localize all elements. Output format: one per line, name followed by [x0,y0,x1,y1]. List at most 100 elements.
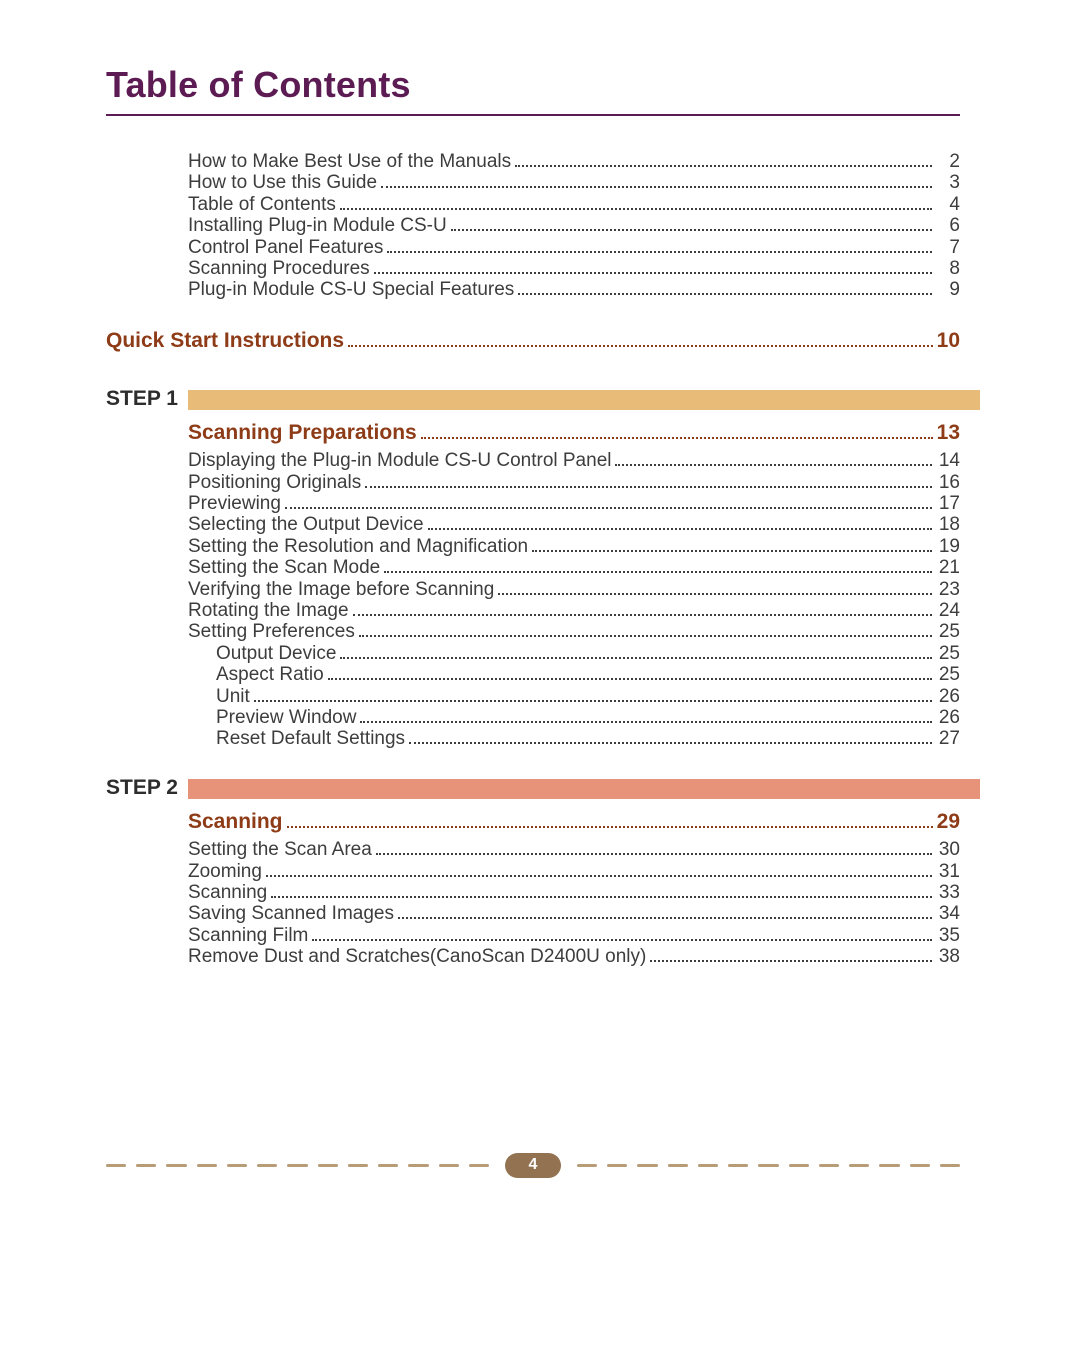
section-page: 10 [937,329,960,353]
toc-label: Saving Scanned Images [188,904,394,925]
toc-row: Displaying the Plug-in Module CS-U Contr… [188,451,960,472]
dash-segment [789,1164,809,1167]
dot-leader [340,195,932,209]
dot-leader [328,666,932,680]
document-page: Table of Contents How to Make Best Use o… [0,0,1080,1365]
toc-page: 3 [936,173,960,194]
section-quick-start: Quick Start Instructions 10 [106,329,960,353]
dot-leader [428,516,932,530]
toc-page: 38 [936,947,960,968]
toc-label: Positioning Originals [188,473,361,494]
dash-segment [287,1164,307,1167]
toc-row: Verifying the Image before Scanning23 [188,580,960,601]
dot-leader [387,238,932,252]
dash-segment [668,1164,688,1167]
toc-page: 25 [936,665,960,686]
section-page: 13 [937,421,960,445]
dash-segment [408,1164,428,1167]
toc-row: Reset Default Settings27 [216,729,960,750]
section-page: 29 [937,810,960,834]
toc-label: Displaying the Plug-in Module CS-U Contr… [188,451,611,472]
toc-row: Control Panel Features 7 [188,238,960,259]
toc-list: Setting the Scan Area30Zooming31Scanning… [188,840,960,968]
toc-row: Rotating the Image24 [188,601,960,622]
page-number-badge: 4 [505,1153,561,1178]
toc-label: Table of Contents [188,195,336,216]
dash-segment [698,1164,718,1167]
toc-page: 2 [936,152,960,173]
step-1-bar [188,390,980,410]
dot-leader [266,862,932,876]
dash-segment [607,1164,627,1167]
dot-leader [353,602,932,616]
toc-page: 7 [936,238,960,259]
toc-row: Remove Dust and Scratches(CanoScan D2400… [188,947,960,968]
dash-segment [758,1164,778,1167]
section-label: Quick Start Instructions [106,329,344,353]
toc-label: Scanning Film [188,926,308,947]
toc-label: Output Device [216,644,336,665]
toc-label: Plug-in Module CS-U Special Features [188,280,514,301]
toc-label: Setting the Scan Area [188,840,372,861]
toc-row: Scanning 33 [188,883,960,904]
dash-segment [849,1164,869,1167]
dash-segment [940,1164,960,1167]
toc-row: Scanning Film 35 [188,926,960,947]
section-label: Scanning Preparations [188,421,417,445]
toc-label: Control Panel Features [188,238,383,259]
dashes-left [106,1164,489,1167]
toc-label: Remove Dust and Scratches(CanoScan D2400… [188,947,646,968]
dash-segment [879,1164,899,1167]
toc-page: 21 [936,558,960,579]
dot-leader [374,260,932,274]
toc-label: Unit [216,687,250,708]
dot-leader [518,281,932,295]
page-title: Table of Contents [106,64,980,106]
dash-segment [637,1164,657,1167]
dash-segment [318,1164,338,1167]
toc-label: Previewing [188,494,281,515]
dot-leader [340,644,932,658]
dash-segment [378,1164,398,1167]
toc-page: 33 [936,883,960,904]
step-2-bar [188,779,980,799]
toc-row: Preview Window 26 [216,708,960,729]
step-1-header: STEP 1 [106,387,980,411]
toc-page: 25 [936,644,960,665]
toc-label: Preview Window [216,708,356,729]
toc-label: Selecting the Output Device [188,515,424,536]
dash-segment [577,1164,597,1167]
dot-leader [615,452,932,466]
toc-page: 26 [936,708,960,729]
dot-leader [348,331,933,348]
toc-page: 35 [936,926,960,947]
toc-row: Setting the Scan Area30 [188,840,960,861]
dot-leader [398,905,932,919]
toc-label: Zooming [188,862,262,883]
toc-page: 19 [936,537,960,558]
toc-intro-list: How to Make Best Use of the Manuals2How … [188,152,960,301]
toc-page: 25 [936,622,960,643]
toc-row: Setting the Scan Mode 21 [188,558,960,579]
toc-row: Setting the Resolution and Magnification… [188,537,960,558]
toc-page: 17 [936,494,960,515]
toc-row: Unit26 [216,687,960,708]
toc-row: Setting Preferences25 [188,622,960,643]
toc-label: Scanning [188,883,267,904]
section-label: Scanning [188,810,283,834]
dot-leader [312,926,932,940]
toc-label: Setting the Scan Mode [188,558,380,579]
step-1-section: Scanning Preparations 13 [188,421,960,445]
toc-page: 9 [936,280,960,301]
step-2-header: STEP 2 [106,776,980,800]
dot-leader [381,174,932,188]
toc-row: Positioning Originals 16 [188,473,960,494]
toc-row: Aspect Ratio25 [216,665,960,686]
dot-leader [285,495,932,509]
step-2-label: STEP 2 [106,776,188,800]
toc-row: Scanning Procedures8 [188,259,960,280]
step-2-items: Setting the Scan Area30Zooming31Scanning… [106,840,980,968]
toc-page: 16 [936,473,960,494]
toc-page: 4 [936,195,960,216]
dot-leader [515,153,932,167]
